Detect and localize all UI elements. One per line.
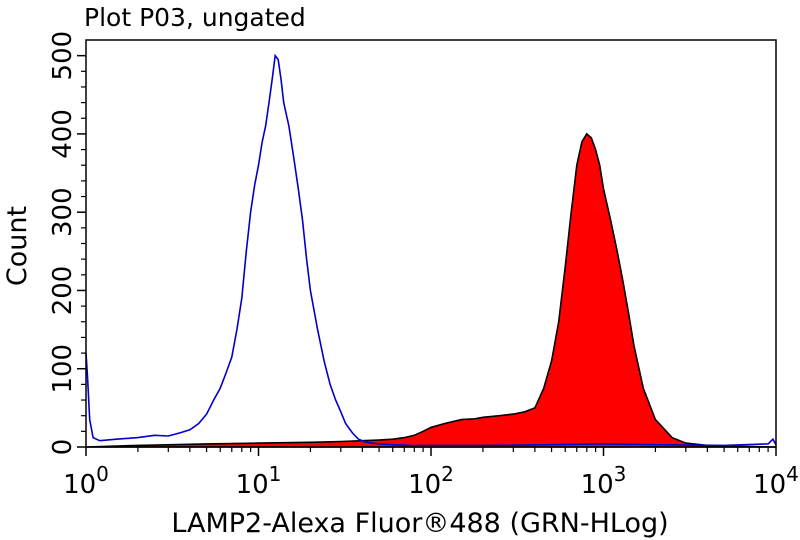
x-tick-label-0: 100 xyxy=(63,462,109,500)
histogram-series-1-area xyxy=(85,132,777,448)
y-tick-label-1: 100 xyxy=(48,344,78,394)
y-tick-label-4: 400 xyxy=(48,109,78,159)
y-tick-label-0: 0 xyxy=(48,439,78,456)
y-tick-label-2: 200 xyxy=(48,266,78,316)
chart-title: Plot P03, ungated xyxy=(84,3,306,32)
x-axis-label: LAMP2-Alexa Fluor®488 (GRN-HLog) xyxy=(171,508,668,539)
x-tick-label-1: 101 xyxy=(236,462,282,500)
plot-frame xyxy=(85,39,777,448)
y-tick-label-5: 500 xyxy=(48,31,78,81)
x-tick-label-2: 102 xyxy=(408,462,454,500)
series-layer xyxy=(85,53,777,448)
tick-layer: 100 101 102 103 104 0 100 200 300 400 500 xyxy=(48,31,799,500)
y-tick-label-3: 300 xyxy=(48,187,78,237)
y-axis-label: Count xyxy=(2,206,33,286)
x-tick-label-4: 104 xyxy=(753,462,799,500)
x-tick-label-3: 103 xyxy=(581,462,627,500)
histogram-series-0-line xyxy=(85,53,777,447)
